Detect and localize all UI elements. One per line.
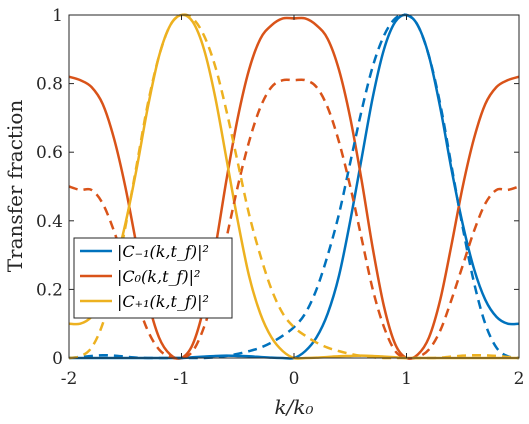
legend-label-c-plus-1: |C₊₁(k,t_f)|² bbox=[117, 292, 209, 311]
y-tick-label: 0.2 bbox=[36, 280, 63, 300]
legend-label-c-minus-1: |C₋₁(k,t_f)|² bbox=[117, 242, 209, 261]
y-axis-title: Transfer fraction bbox=[3, 100, 27, 273]
y-tick-label: 0.6 bbox=[36, 143, 63, 163]
x-tick-label: -1 bbox=[173, 369, 190, 389]
y-tick-label: 1 bbox=[52, 6, 63, 26]
y-tick-label: 0 bbox=[52, 349, 63, 369]
y-tick-label: 0.4 bbox=[36, 212, 63, 232]
tick-layer: -2 -1 0 1 2 0 0.2 0.4 0.6 0.8 1 bbox=[36, 6, 524, 389]
series-line-5-dashed bbox=[68, 13, 520, 360]
x-tick-label: 1 bbox=[401, 369, 412, 389]
legend: |C₋₁(k,t_f)|² |C₀(k,t_f)|² |C₊₁(k,t_f)|² bbox=[73, 237, 233, 319]
legend-label-c-0: |C₀(k,t_f)|² bbox=[117, 267, 200, 286]
x-tick-label: 0 bbox=[289, 369, 300, 389]
y-tick-label: 0.8 bbox=[36, 75, 63, 95]
x-tick-label: 2 bbox=[514, 369, 525, 389]
x-axis-title: k/k₀ bbox=[275, 395, 314, 419]
x-tick-label: -2 bbox=[61, 369, 78, 389]
series-line-4-dashed bbox=[68, 78, 520, 360]
